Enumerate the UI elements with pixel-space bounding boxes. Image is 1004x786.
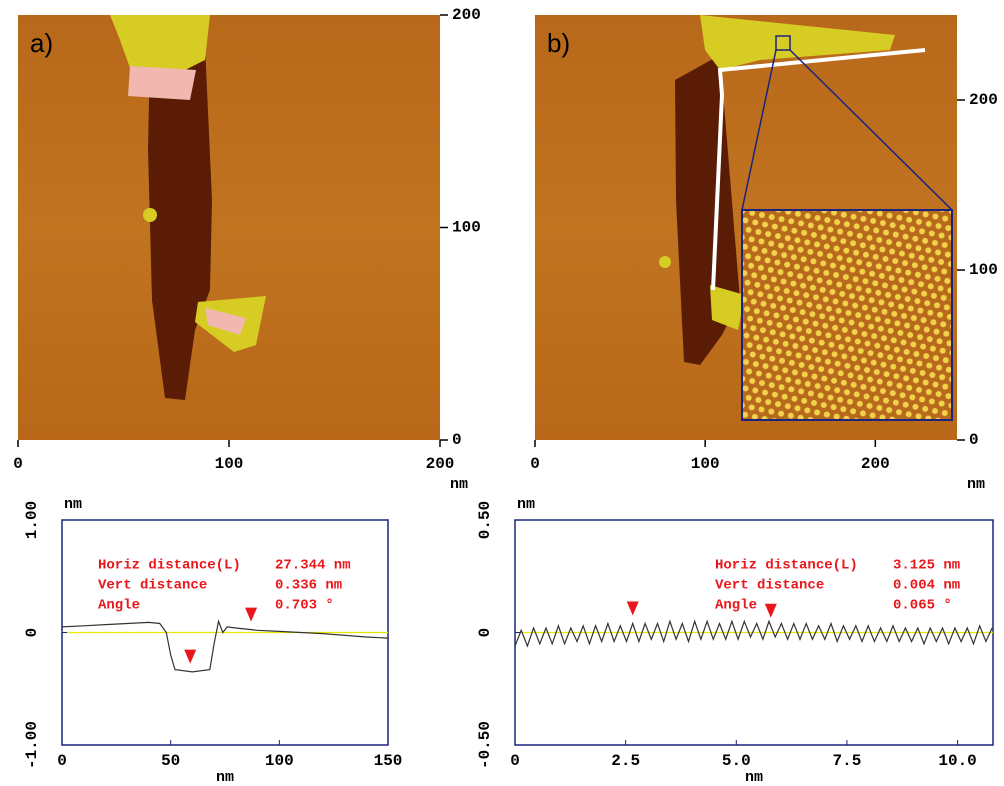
cursor-marker bbox=[627, 602, 639, 616]
x-tick-label: 100 bbox=[265, 752, 294, 770]
annotation-label: Horiz distance(L) bbox=[98, 558, 241, 574]
cursor-marker bbox=[245, 608, 257, 622]
panel-label: a) bbox=[30, 28, 53, 58]
x-axis-label: nm bbox=[967, 476, 985, 493]
annotation-label: Horiz distance(L) bbox=[715, 558, 858, 574]
x-tick-label: 150 bbox=[374, 752, 403, 770]
afm-image-a bbox=[18, 15, 440, 440]
x-tick-label: 5.0 bbox=[722, 752, 751, 770]
y-tick-label: 0 bbox=[476, 628, 494, 638]
afm-image-b bbox=[535, 15, 957, 440]
y-tick-label: 0.50 bbox=[476, 501, 494, 539]
annotation-label: Vert distance bbox=[715, 578, 824, 594]
y-tick-label: 100 bbox=[452, 219, 481, 237]
annotation-value: 0.703 ° bbox=[275, 598, 334, 614]
cursor-marker bbox=[765, 604, 777, 618]
annotation-value: 3.125 nm bbox=[893, 558, 960, 574]
y-axis-label: nm bbox=[64, 496, 82, 513]
annotation-label: Vert distance bbox=[98, 578, 207, 594]
x-axis-label: nm bbox=[745, 769, 763, 786]
x-tick-label: 100 bbox=[215, 455, 244, 473]
y-tick-label: 0 bbox=[969, 431, 979, 449]
x-axis-label: nm bbox=[450, 476, 468, 493]
annotation-value: 0.004 nm bbox=[893, 578, 960, 594]
x-tick-label: 100 bbox=[691, 455, 720, 473]
y-tick-label: -1.00 bbox=[23, 721, 41, 769]
y-tick-label: -0.50 bbox=[476, 721, 494, 769]
x-tick-label: 0 bbox=[13, 455, 23, 473]
x-tick-label: 50 bbox=[161, 752, 180, 770]
x-tick-label: 0 bbox=[57, 752, 67, 770]
x-tick-label: 7.5 bbox=[833, 752, 862, 770]
x-tick-label: 200 bbox=[861, 455, 890, 473]
y-tick-label: 0 bbox=[23, 628, 41, 638]
y-tick-label: 200 bbox=[452, 6, 481, 24]
figure: a) 0 100 200 0 100 200 nm b) 0 100 200 0 100 200 nm -1.0… bbox=[0, 0, 1004, 786]
x-tick-label: 10.0 bbox=[938, 752, 976, 770]
annotation-value: 0.065 ° bbox=[893, 598, 952, 614]
annotation-value: 0.336 nm bbox=[275, 578, 342, 594]
annotation-label: Angle bbox=[98, 598, 140, 614]
annotation-value: 27.344 nm bbox=[275, 558, 351, 574]
profile-line bbox=[515, 621, 992, 646]
y-tick-label: 0 bbox=[452, 431, 462, 449]
x-tick-label: 200 bbox=[426, 455, 455, 473]
y-tick-label: 200 bbox=[969, 91, 998, 109]
x-axis-label: nm bbox=[216, 769, 234, 786]
y-tick-label: 100 bbox=[969, 261, 998, 279]
x-tick-label: 0 bbox=[510, 752, 520, 770]
x-tick-label: 2.5 bbox=[611, 752, 640, 770]
y-axis-label: nm bbox=[517, 496, 535, 513]
profile-line bbox=[62, 621, 388, 672]
page: {"chart_data": [ {"type": "image", "labe… bbox=[0, 0, 1004, 786]
annotation-label: Angle bbox=[715, 598, 757, 614]
x-tick-label: 0 bbox=[530, 455, 540, 473]
panel-label: b) bbox=[547, 28, 570, 58]
cursor-marker bbox=[184, 650, 196, 664]
y-tick-label: 1.00 bbox=[23, 501, 41, 539]
